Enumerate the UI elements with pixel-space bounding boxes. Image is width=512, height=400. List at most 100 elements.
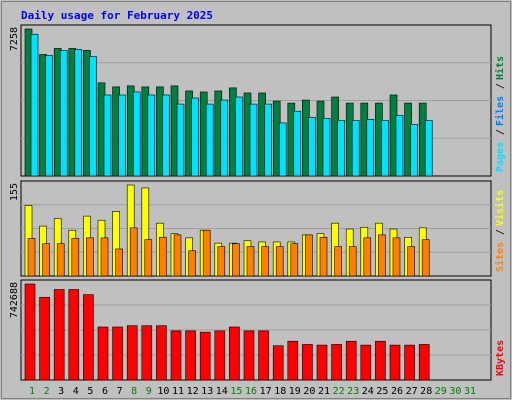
legend-visits: Visits [494, 190, 506, 226]
legend-pages: Pages [495, 142, 506, 172]
bar-sites-day-2 [42, 243, 50, 277]
legend-kbytes: KBytes [495, 340, 506, 376]
bar-sites-day-8 [129, 227, 138, 277]
bar-pages-day-28 [424, 120, 433, 177]
x-tick-label: 2 [44, 386, 50, 397]
bar-pages-day-7 [118, 94, 126, 177]
legend-files: Files [494, 96, 506, 126]
bar-kbytes-day-9 [141, 325, 153, 381]
bar-sites-day-23 [348, 246, 357, 277]
x-tick-label: 9 [146, 386, 152, 397]
bar-kbytes-day-20 [302, 344, 313, 381]
bar-kbytes-day-1 [24, 283, 36, 381]
bar-pages-day-20 [308, 116, 316, 177]
bar-pages-day-19 [293, 110, 302, 177]
bar-sites-day-10 [159, 236, 167, 277]
x-tick-label: 26 [391, 386, 403, 397]
x-tick-label: 7 [117, 386, 123, 397]
x-axis-labels: 1 2 3 4 5 6 7 8 9 10 11 12 13 14 15 16 17 18 19 20 21 22 23 24 2… [29, 386, 476, 397]
bar-kbytes-day-15 [229, 326, 240, 381]
x-tick-label: 6 [102, 386, 108, 397]
x-tick-label: 24 [362, 386, 374, 397]
bar-sites-day-21 [319, 236, 328, 277]
bar-pages-day-22 [337, 120, 345, 177]
bar-kbytes-day-27 [404, 344, 415, 381]
bar-kbytes-day-26 [389, 344, 401, 381]
x-tick-label: 14 [216, 386, 228, 397]
bar-kbytes-day-7 [112, 326, 123, 381]
x-tick-label: 5 [87, 386, 93, 397]
x-tick-label: 18 [274, 386, 286, 397]
chart-title: Daily usage for February 2025 [21, 9, 213, 22]
bar-pages-day-2 [45, 55, 53, 177]
bar-sites-day-13 [202, 229, 211, 277]
bar-kbytes-day-4 [68, 289, 80, 381]
bar-pages-day-3 [59, 50, 68, 177]
x-tick-label: 21 [318, 386, 330, 397]
legend-sites: Sites [494, 242, 506, 272]
legend-separator: / [495, 229, 506, 235]
bar-pages-day-6 [103, 94, 112, 177]
bar-pages-day-12 [191, 97, 199, 177]
bar-sites-day-14 [217, 246, 226, 277]
bar-kbytes-day-24 [360, 344, 372, 381]
bar-pages-day-26 [395, 114, 404, 177]
legend-separator: / [495, 129, 506, 135]
bar-sites-day-12 [188, 250, 196, 277]
bar-kbytes-day-19 [287, 340, 299, 381]
bar-kbytes-day-25 [375, 340, 386, 381]
x-tick-label: 15 [230, 386, 242, 397]
bar-pages-day-24 [366, 118, 375, 177]
bar-pages-day-27 [410, 124, 418, 177]
bar-kbytes-day-2 [39, 296, 50, 381]
chart-panel-1: 7258 Pages / Files / Hits [9, 24, 506, 177]
bar-pages-day-1 [30, 33, 39, 177]
bar-sites-day-28 [421, 239, 430, 277]
bar-sites-day-27 [407, 246, 415, 277]
bar-pages-day-8 [132, 91, 141, 177]
bar-pages-day-23 [351, 120, 360, 177]
bar-sites-day-17 [261, 246, 269, 277]
panel-max-label: 7258 [9, 27, 20, 51]
bar-kbytes-day-3 [53, 289, 65, 381]
bar-kbytes-day-14 [214, 330, 226, 381]
chart-panel-2: 155 Sites / Visits [9, 180, 506, 277]
bar-kbytes-day-10 [156, 325, 167, 381]
bar-kbytes-day-23 [345, 340, 357, 381]
bar-sites-day-24 [363, 237, 372, 277]
bar-pages-day-10 [162, 94, 170, 177]
bar-pages-day-4 [74, 49, 83, 177]
x-tick-label: 23 [347, 386, 359, 397]
chart-panels: 7258 Pages / Files / Hits 155 Sites / Visits 74268… [9, 24, 506, 381]
x-tick-label: 12 [187, 386, 199, 397]
bar-sites-day-4 [71, 238, 80, 277]
legend-hits: Hits [494, 56, 506, 80]
x-tick-label: 16 [245, 386, 257, 397]
bar-pages-day-9 [147, 94, 156, 177]
bar-sites-day-22 [334, 246, 342, 277]
chart-panel-3: 742688 KBytes [9, 279, 506, 381]
bar-kbytes-day-11 [170, 330, 182, 381]
bar-kbytes-day-18 [272, 345, 284, 381]
bar-sites-day-19 [290, 243, 299, 277]
bar-sites-day-11 [173, 234, 182, 277]
x-tick-label: 28 [420, 386, 432, 397]
panel-max-label: 742688 [9, 282, 20, 318]
bar-sites-day-15 [232, 243, 240, 277]
x-tick-label: 4 [73, 386, 79, 397]
bar-sites-day-20 [305, 234, 313, 277]
bar-sites-day-26 [392, 237, 401, 277]
bar-kbytes-day-6 [97, 326, 109, 381]
bar-pages-day-11 [176, 103, 185, 177]
bar-sites-day-5 [86, 237, 94, 277]
x-tick-label: 22 [333, 386, 345, 397]
panel-max-label: 155 [9, 183, 20, 201]
x-tick-label: 31 [464, 386, 476, 397]
bar-kbytes-day-22 [331, 344, 342, 381]
x-tick-label: 11 [172, 386, 184, 397]
bar-pages-day-17 [264, 103, 272, 177]
x-tick-label: 19 [289, 386, 301, 397]
bar-pages-day-13 [205, 103, 214, 177]
